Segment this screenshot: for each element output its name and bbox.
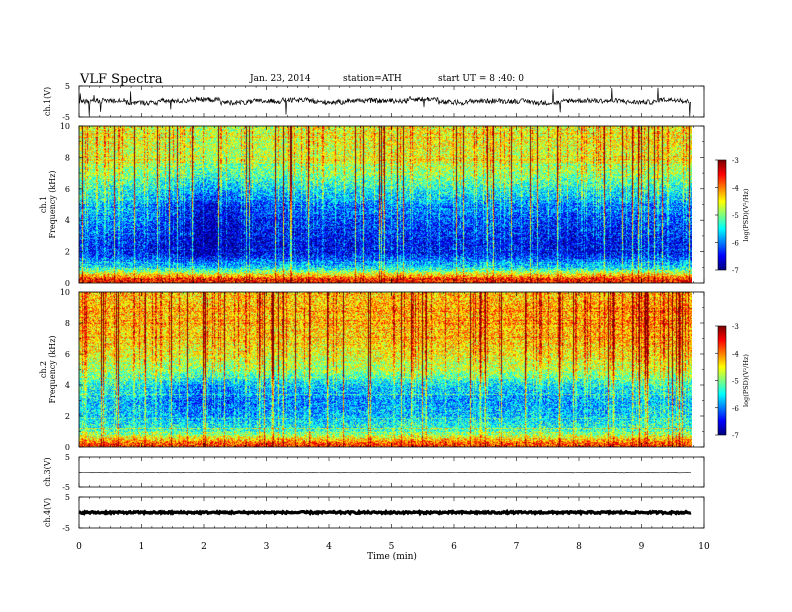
x-tick-label: 6 <box>451 542 457 552</box>
colorbar-label: log(PSD)(V²/Hz) <box>742 354 750 407</box>
ch2-spectrogram-image <box>79 292 692 447</box>
y-tick-label: 4 <box>65 216 70 225</box>
y-axis-label: Frequency (kHz) <box>48 335 57 403</box>
y-tick-label: 10 <box>60 122 70 131</box>
x-axis-label: Time (min) <box>367 551 417 562</box>
y-tick-label: 0 <box>65 279 70 288</box>
y-axis-label: ch.3(V) <box>43 457 52 486</box>
colorbar-label: log(PSD)(V²/Hz) <box>742 188 750 241</box>
ch3-waveform-frame <box>78 456 705 488</box>
y-axis-label: ch.4(V) <box>43 498 52 527</box>
start-time-label: start UT = 8 :40: 0 <box>438 74 524 84</box>
x-tick-label: 0 <box>76 542 82 552</box>
y-tick-label: -5 <box>62 113 70 122</box>
colorbar-tick-label: -4 <box>732 185 739 193</box>
colorbar-tick-label: -4 <box>732 350 739 358</box>
y-tick-label: 6 <box>65 185 70 194</box>
x-tick-label: 4 <box>326 542 332 552</box>
y-axis-label: ch.2 <box>39 361 48 378</box>
ch1-spectrogram-image <box>79 126 692 283</box>
x-tick-label: 1 <box>139 542 145 552</box>
y-tick-label: 5 <box>65 82 70 91</box>
ch1-waveform-trace <box>78 87 692 117</box>
y-tick-label: 6 <box>65 350 70 359</box>
y-tick-label: 5 <box>65 493 70 502</box>
y-axis-label: ch.1 <box>39 196 48 213</box>
spectrogram-layer <box>79 126 692 447</box>
x-tick-label: 10 <box>698 542 710 552</box>
colorbar-tick-label: -6 <box>732 240 739 248</box>
x-tick-label: 2 <box>201 542 207 552</box>
colorbar-layer: -3 -4 -5 -6 -7 log(PSD)(V²/Hz) -3 -4 -5 -6 -7 log(P… <box>715 157 750 440</box>
x-tick-label: 5 <box>389 542 395 552</box>
y-axis-label: Frequency (kHz) <box>48 170 57 238</box>
colorbar-tick-label: -5 <box>732 212 739 220</box>
y-tick-label: -5 <box>62 483 70 492</box>
ch2-spectrogram-colorbar <box>718 326 726 435</box>
colorbar-tick-label: -3 <box>732 323 739 331</box>
colorbar-tick-label: -6 <box>732 405 739 413</box>
y-tick-label: 4 <box>65 381 70 390</box>
x-tick-label: 8 <box>576 542 582 552</box>
x-tick-label: 7 <box>514 542 520 552</box>
y-tick-label: -5 <box>62 524 70 533</box>
colorbar-tick-label: -7 <box>732 267 739 275</box>
colorbar-tick-label: -7 <box>732 432 739 440</box>
y-tick-label: 2 <box>65 248 70 257</box>
y-tick-label: 8 <box>65 319 70 328</box>
station-label: station=ATH <box>343 74 402 84</box>
y-axis-label: ch.1(V) <box>43 87 52 116</box>
chart-title: VLF Spectra <box>80 72 163 87</box>
ch1-spectrogram-colorbar <box>718 160 726 270</box>
colorbar-tick-label: -3 <box>732 157 739 165</box>
y-tick-label: 8 <box>65 153 70 162</box>
y-tick-label: 0 <box>65 443 70 452</box>
date-label: Jan. 23, 2014 <box>250 74 311 84</box>
x-tick-label: 3 <box>264 542 270 552</box>
x-tick-label: 9 <box>639 542 645 552</box>
y-tick-label: 5 <box>65 453 70 462</box>
trace-layer <box>78 87 692 517</box>
colorbar-tick-label: -5 <box>732 378 739 386</box>
y-tick-label: 2 <box>65 412 70 421</box>
tick-layer <box>78 85 705 529</box>
ch4-waveform-trace <box>78 508 692 517</box>
y-tick-label: 10 <box>60 288 70 297</box>
